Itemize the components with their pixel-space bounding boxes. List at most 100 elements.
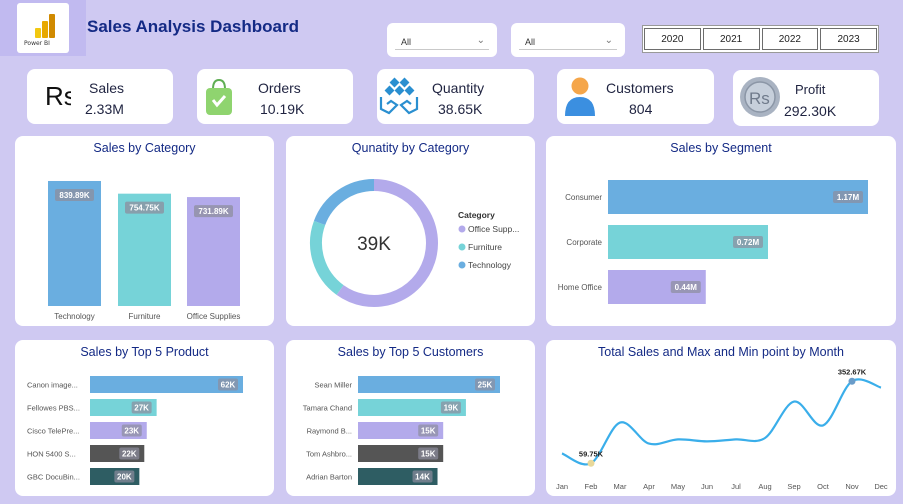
legend-item: Technology xyxy=(468,260,512,270)
category-label: Furniture xyxy=(128,312,161,321)
panel-title: Sales by Category xyxy=(93,141,196,155)
data-label-bg xyxy=(121,424,142,437)
kpi-card-profit: Rs Profit 292.30K xyxy=(733,70,879,126)
data-label-bg xyxy=(475,378,495,391)
legend-item: Office Supp... xyxy=(468,224,519,234)
category-label: Raymond B... xyxy=(307,427,352,436)
kpi-value: 10.19K xyxy=(260,101,305,117)
data-label-bg xyxy=(218,378,238,391)
data-label-bg xyxy=(55,188,94,201)
category-label: Office Supplies xyxy=(187,312,241,321)
data-label-bg xyxy=(412,470,433,483)
month-label: Feb xyxy=(585,482,598,491)
month-label: Jan xyxy=(556,482,568,491)
category-label: Tamara Chand xyxy=(303,404,352,413)
donut-slice-1 xyxy=(310,220,344,295)
year-slicer: 2020 2021 2022 2023 xyxy=(642,25,879,53)
year-button-2020[interactable]: 2020 xyxy=(644,28,701,50)
legend-marker xyxy=(458,225,466,233)
kpi-label: Sales xyxy=(89,80,125,96)
kpi-card-quantity: Quantity 38.65K xyxy=(377,69,534,124)
data-label: 754.75K xyxy=(129,204,159,213)
donut-slice-2 xyxy=(313,179,375,226)
data-label: 15K xyxy=(421,450,436,459)
donut-slice-0 xyxy=(336,179,438,307)
data-label-bg xyxy=(418,424,439,437)
annotation-label: 59.75K xyxy=(579,449,604,458)
data-label: 19K xyxy=(444,404,459,413)
category-label: Sean Miller xyxy=(314,381,352,390)
data-label: 23K xyxy=(124,427,139,436)
kpi-card-orders: Orders 10.19K xyxy=(197,69,353,124)
year-button-2023[interactable]: 2023 xyxy=(820,28,877,50)
panel-sales-by-month: Total Sales and Max and Min point by Mon… xyxy=(546,340,896,496)
rupee-coin-icon: Rs xyxy=(740,77,780,117)
data-label-bg xyxy=(114,470,135,483)
chevron-down-icon: ⌄ xyxy=(476,35,485,46)
kpi-label: Quantity xyxy=(432,80,485,96)
category-label: HON 5400 S... xyxy=(27,450,76,459)
svg-text:Rs: Rs xyxy=(45,81,71,111)
data-label-bg xyxy=(125,201,164,214)
bar-technology xyxy=(48,180,101,306)
filter-dropdown-2[interactable]: All ⌄ xyxy=(511,23,625,57)
power-bi-logo: Power BI xyxy=(17,3,69,53)
data-label: 1.17M xyxy=(837,193,860,202)
filter-dropdown-1[interactable]: All ⌄ xyxy=(387,23,497,57)
panel-sales-by-segment: Sales by Segment Consumer 1.17M Corporate 0… xyxy=(546,136,896,326)
kpi-label: Orders xyxy=(258,80,301,96)
legend-title: Category xyxy=(458,210,495,220)
kpi-card-customers: Customers 804 xyxy=(557,69,714,124)
hands-boxes-icon xyxy=(379,77,419,115)
data-label-bg xyxy=(119,447,140,460)
category-label: Tom Ashbro... xyxy=(306,450,352,459)
person-icon xyxy=(565,77,595,116)
kpi-value: 38.65K xyxy=(438,101,483,117)
annotation-marker xyxy=(848,377,856,385)
bar-1 xyxy=(358,399,466,416)
power-bi-icon xyxy=(35,12,55,38)
data-label-bg xyxy=(418,447,439,460)
panel-title: Sales by Top 5 Product xyxy=(80,345,209,359)
kpi-value: 292.30K xyxy=(784,103,837,119)
month-label: Nov xyxy=(845,482,859,491)
data-label-bg xyxy=(733,236,763,248)
legend-marker xyxy=(458,261,466,269)
category-label: Technology xyxy=(54,312,94,321)
svg-text:Rs: Rs xyxy=(749,89,770,108)
category-label: Adrian Barton xyxy=(306,473,352,482)
data-label: 22K xyxy=(122,450,137,459)
quantity-by-category-chart: 39K Category Office Supp... Furniture Techno… xyxy=(310,179,519,307)
logo-area: Power BI xyxy=(0,0,86,56)
year-button-2022[interactable]: 2022 xyxy=(761,28,819,50)
kpi-value: 2.33M xyxy=(85,101,124,117)
month-label: Apr xyxy=(643,482,655,491)
data-label: 20K xyxy=(117,473,132,482)
data-label: 731.89K xyxy=(198,207,228,216)
data-label: 14K xyxy=(415,473,430,482)
panel-top5-product: Sales by Top 5 Product Canon image... 62K… xyxy=(15,340,274,496)
category-label: Consumer xyxy=(565,193,602,202)
panel-title: Qunatity by Category xyxy=(351,141,470,155)
legend-item: Furniture xyxy=(468,242,502,252)
panel-title: Total Sales and Max and Min point by Mon… xyxy=(598,345,844,359)
shopping-bag-icon xyxy=(206,78,232,115)
logo-label: Power BI xyxy=(24,40,50,47)
month-label: Jul xyxy=(731,482,741,491)
panel-quantity-by-category: Qunatity by Category 39K Category Office S… xyxy=(286,136,535,326)
data-label-bg xyxy=(131,401,152,414)
month-label: Sep xyxy=(787,482,800,491)
category-label: GBC DocuBin... xyxy=(27,473,80,482)
bar-0 xyxy=(358,376,500,393)
panel-sales-by-category: Sales by Category 839.89K Technology 754.7… xyxy=(15,136,274,326)
data-label: 25K xyxy=(478,381,493,390)
kpi-value: 804 xyxy=(629,101,653,117)
data-label: 0.44M xyxy=(675,283,698,292)
data-label-bg xyxy=(670,281,701,293)
year-button-2021[interactable]: 2021 xyxy=(702,28,760,50)
month-label: Aug xyxy=(758,482,771,491)
data-label: 27K xyxy=(134,404,149,413)
sales-by-category-chart: 839.89K Technology 754.75K Furniture 731.89K… xyxy=(48,180,241,321)
legend-marker xyxy=(458,243,466,251)
kpi-label: Customers xyxy=(606,80,674,96)
